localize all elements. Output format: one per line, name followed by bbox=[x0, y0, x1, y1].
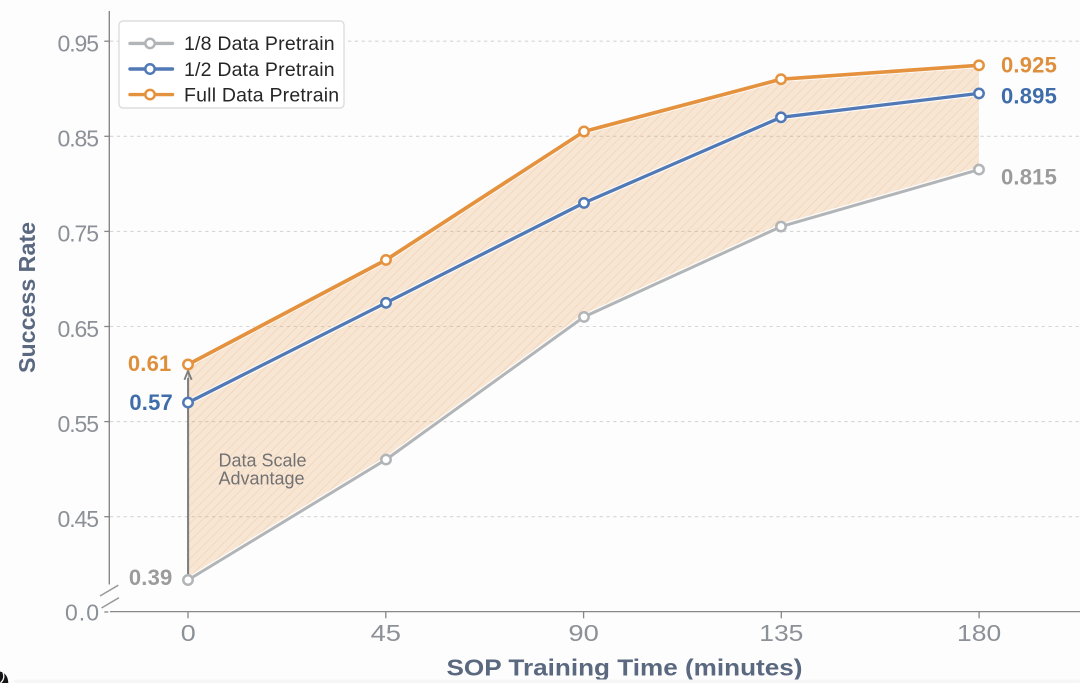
svg-text:Full Data Pretrain: Full Data Pretrain bbox=[184, 84, 339, 106]
svg-text:45: 45 bbox=[371, 621, 401, 646]
svg-text:0.55: 0.55 bbox=[58, 411, 100, 437]
svg-text:0.815: 0.815 bbox=[1001, 165, 1057, 190]
svg-text:0.895: 0.895 bbox=[1001, 84, 1057, 109]
svg-text:90: 90 bbox=[568, 621, 598, 646]
svg-text:Data Scale: Data Scale bbox=[219, 451, 307, 471]
svg-text:0.85: 0.85 bbox=[58, 126, 100, 152]
svg-text:1/8 Data Pretrain: 1/8 Data Pretrain bbox=[184, 33, 335, 55]
svg-text:0.57: 0.57 bbox=[129, 390, 173, 415]
svg-text:135: 135 bbox=[759, 622, 803, 647]
svg-text:0: 0 bbox=[181, 621, 196, 647]
svg-text:180: 180 bbox=[957, 622, 1001, 647]
svg-text:0.65: 0.65 bbox=[58, 316, 100, 342]
svg-text:Success Rate: Success Rate bbox=[14, 222, 40, 373]
svg-text:0.95: 0.95 bbox=[58, 31, 100, 57]
svg-text:SOP Training Time (minutes): SOP Training Time (minutes) bbox=[447, 654, 803, 680]
svg-text:0.61: 0.61 bbox=[128, 351, 172, 376]
svg-text:0.925: 0.925 bbox=[1001, 53, 1057, 78]
svg-text:1/2 Data Pretrain: 1/2 Data Pretrain bbox=[184, 59, 335, 81]
svg-text:Advantage: Advantage bbox=[219, 469, 305, 489]
svg-text:0.39: 0.39 bbox=[129, 565, 173, 590]
svg-text:0.0: 0.0 bbox=[65, 600, 99, 626]
svg-text:0.45: 0.45 bbox=[58, 506, 100, 532]
svg-text:0.75: 0.75 bbox=[58, 221, 100, 247]
